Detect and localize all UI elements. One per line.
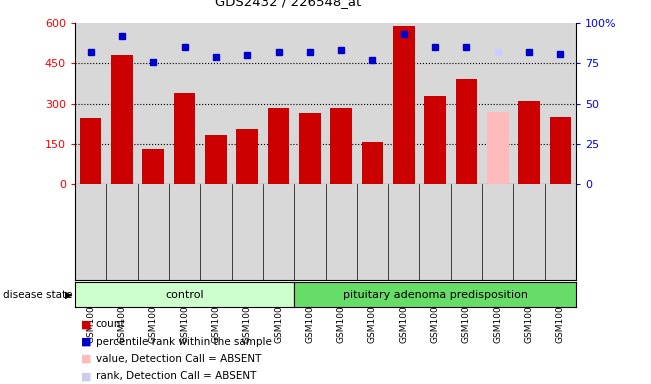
Text: ■: ■: [81, 319, 92, 329]
Bar: [111, 55, 133, 184]
Text: value, Detection Call = ABSENT: value, Detection Call = ABSENT: [96, 354, 261, 364]
Bar: [456, 79, 477, 184]
Bar: [518, 101, 540, 184]
Bar: [268, 108, 290, 184]
Bar: [393, 26, 415, 184]
Text: percentile rank within the sample: percentile rank within the sample: [96, 337, 271, 347]
Text: pituitary adenoma predisposition: pituitary adenoma predisposition: [342, 290, 528, 300]
Bar: [205, 135, 227, 184]
Text: ■: ■: [81, 354, 92, 364]
Bar: [174, 93, 195, 184]
Text: ■: ■: [81, 337, 92, 347]
Bar: [549, 117, 572, 184]
Text: ▶: ▶: [65, 290, 73, 300]
Bar: [79, 118, 102, 184]
Text: disease state: disease state: [3, 290, 73, 300]
Bar: [487, 112, 509, 184]
Text: rank, Detection Call = ABSENT: rank, Detection Call = ABSENT: [96, 371, 256, 381]
Text: control: control: [165, 290, 204, 300]
Bar: [236, 129, 258, 184]
Bar: [330, 108, 352, 184]
Bar: [142, 149, 164, 184]
Text: count: count: [96, 319, 125, 329]
Text: ■: ■: [81, 371, 92, 381]
Bar: [299, 113, 321, 184]
Bar: [424, 96, 446, 184]
Text: GDS2432 / 226548_at: GDS2432 / 226548_at: [215, 0, 361, 8]
Bar: [361, 142, 383, 184]
